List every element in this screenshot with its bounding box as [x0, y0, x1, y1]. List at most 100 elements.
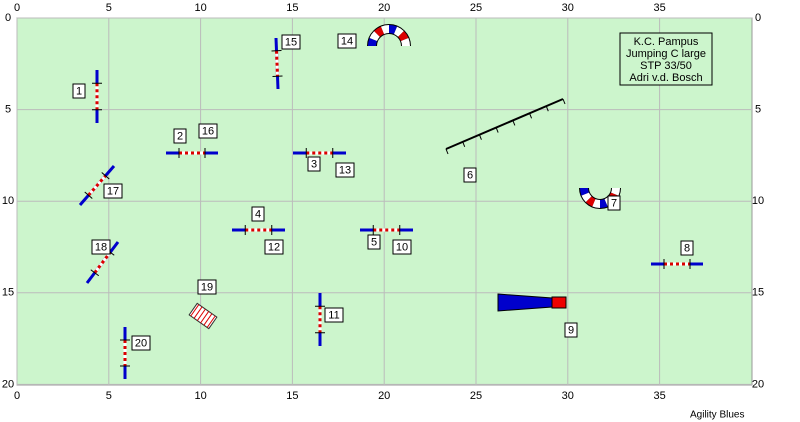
y-tick-label: 5 [755, 104, 761, 116]
weave-pole [190, 304, 200, 317]
y-tick-label: 5 [5, 104, 11, 116]
x-tick-label: 20 [378, 2, 390, 14]
obstacle-label-box [197, 279, 217, 295]
tunnel-segment [580, 187, 589, 196]
tunnel-segment [380, 25, 390, 35]
obstacle-label-box [173, 128, 187, 144]
obstacle-label: 5 [371, 236, 377, 248]
obstacle-label-box [392, 239, 412, 255]
x-tick-label: 10 [194, 2, 206, 14]
obstacle-label: 17 [107, 185, 119, 197]
x-tick-label: 25 [470, 390, 482, 402]
obstacle-label-box [307, 156, 321, 172]
y-tick-label: 10 [2, 195, 14, 207]
y-tick-label: 20 [2, 378, 14, 390]
tunnel-segment [398, 31, 409, 42]
info-line: Jumping C large [626, 48, 706, 60]
obstacle-label: 3 [311, 158, 317, 170]
y-tick-label: 10 [752, 195, 764, 207]
jump-pole [93, 251, 112, 274]
weave-frame [188, 302, 218, 330]
obstacle-label: 1 [76, 85, 82, 97]
obstacle-label: 13 [339, 164, 351, 176]
x-tick-label: 30 [562, 390, 574, 402]
weave [188, 302, 218, 330]
info-line: STP 33/50 [640, 60, 692, 72]
weave-pole [196, 308, 206, 321]
obstacle-label: 20 [135, 337, 147, 349]
obstacle-label-box [607, 195, 621, 211]
weave-pole [193, 306, 203, 319]
jump-pole [87, 174, 107, 197]
obstacle-label-box [324, 307, 344, 323]
obstacle-label-box [103, 183, 123, 199]
obstacle-label-box [463, 167, 477, 183]
x-tick-label: 15 [286, 390, 298, 402]
obstacle-label: 9 [568, 324, 574, 336]
obstacle-label: 12 [268, 241, 280, 253]
y-tick-label: 20 [752, 378, 764, 390]
tunnel-segment [611, 187, 620, 196]
tunnel-segment [581, 192, 592, 203]
jump-tick [84, 191, 93, 199]
dogwalk-tick [512, 120, 516, 126]
obstacle-label: 2 [177, 130, 183, 142]
weave-pole [206, 315, 216, 328]
obstacle-label-box [337, 33, 357, 49]
tunnel-segment [393, 26, 404, 37]
x-tick-label: 5 [106, 390, 112, 402]
dogwalk-tick [529, 113, 533, 119]
weave-pole [203, 313, 213, 326]
x-tick-label: 5 [106, 2, 112, 14]
obstacle-label-box [251, 206, 265, 222]
y-tick-label: 0 [5, 12, 11, 24]
obstacle-label: 6 [467, 169, 473, 181]
tunnel-segment [599, 199, 608, 208]
x-tick-label: 30 [562, 2, 574, 14]
obstacle-label-box [198, 123, 218, 139]
obstacle-label-box [131, 335, 151, 351]
obstacle-label: 16 [202, 125, 214, 137]
obstacle-label: 19 [201, 281, 213, 293]
x-tick-label: 10 [194, 390, 206, 402]
y-tick-label: 15 [752, 287, 764, 299]
x-tick-label: 0 [14, 390, 20, 402]
x-tick-label: 0 [14, 2, 20, 14]
weave-pole [200, 311, 210, 324]
x-tick-label: 25 [470, 2, 482, 14]
obstacle-label: 7 [611, 197, 617, 209]
x-tick-label: 35 [653, 2, 665, 14]
dogwalk-tick [445, 148, 449, 155]
tunnel-segment [388, 25, 398, 35]
obstacle-label: 8 [684, 242, 690, 254]
obstacle-label: 11 [328, 309, 339, 321]
obstacle-label: 18 [95, 241, 107, 253]
jump-tick [90, 269, 100, 277]
jump-pole [275, 50, 279, 77]
obstacle-label-box [91, 239, 111, 255]
dogwalk [445, 98, 564, 150]
obstacle-label: 15 [285, 36, 297, 48]
obstacle-label: 10 [396, 241, 408, 253]
info-line: K.C. Pampus [634, 36, 699, 48]
obstacle-label: 14 [341, 35, 353, 47]
info-line: Adri v.d. Bosch [629, 72, 702, 84]
tunnel-segment [374, 26, 385, 37]
obstacle-label-box [564, 322, 578, 338]
obstacle-label-box [72, 83, 86, 99]
obstacle-label: 4 [255, 208, 261, 220]
jump-tick [101, 172, 110, 180]
dogwalk-tick [562, 98, 566, 105]
obstacle-label-box [335, 162, 355, 178]
footer: Agility Blues [690, 410, 744, 421]
x-tick-label: 35 [653, 390, 665, 402]
dogwalk-tick [545, 105, 549, 112]
tunnel-segment [369, 31, 380, 42]
tunnel-segment [585, 196, 596, 207]
chute-end [551, 296, 567, 309]
dogwalk-tick [478, 134, 482, 140]
obstacle-label-box [680, 240, 694, 256]
dogwalk-tick [495, 127, 499, 133]
y-tick-label: 15 [2, 287, 14, 299]
